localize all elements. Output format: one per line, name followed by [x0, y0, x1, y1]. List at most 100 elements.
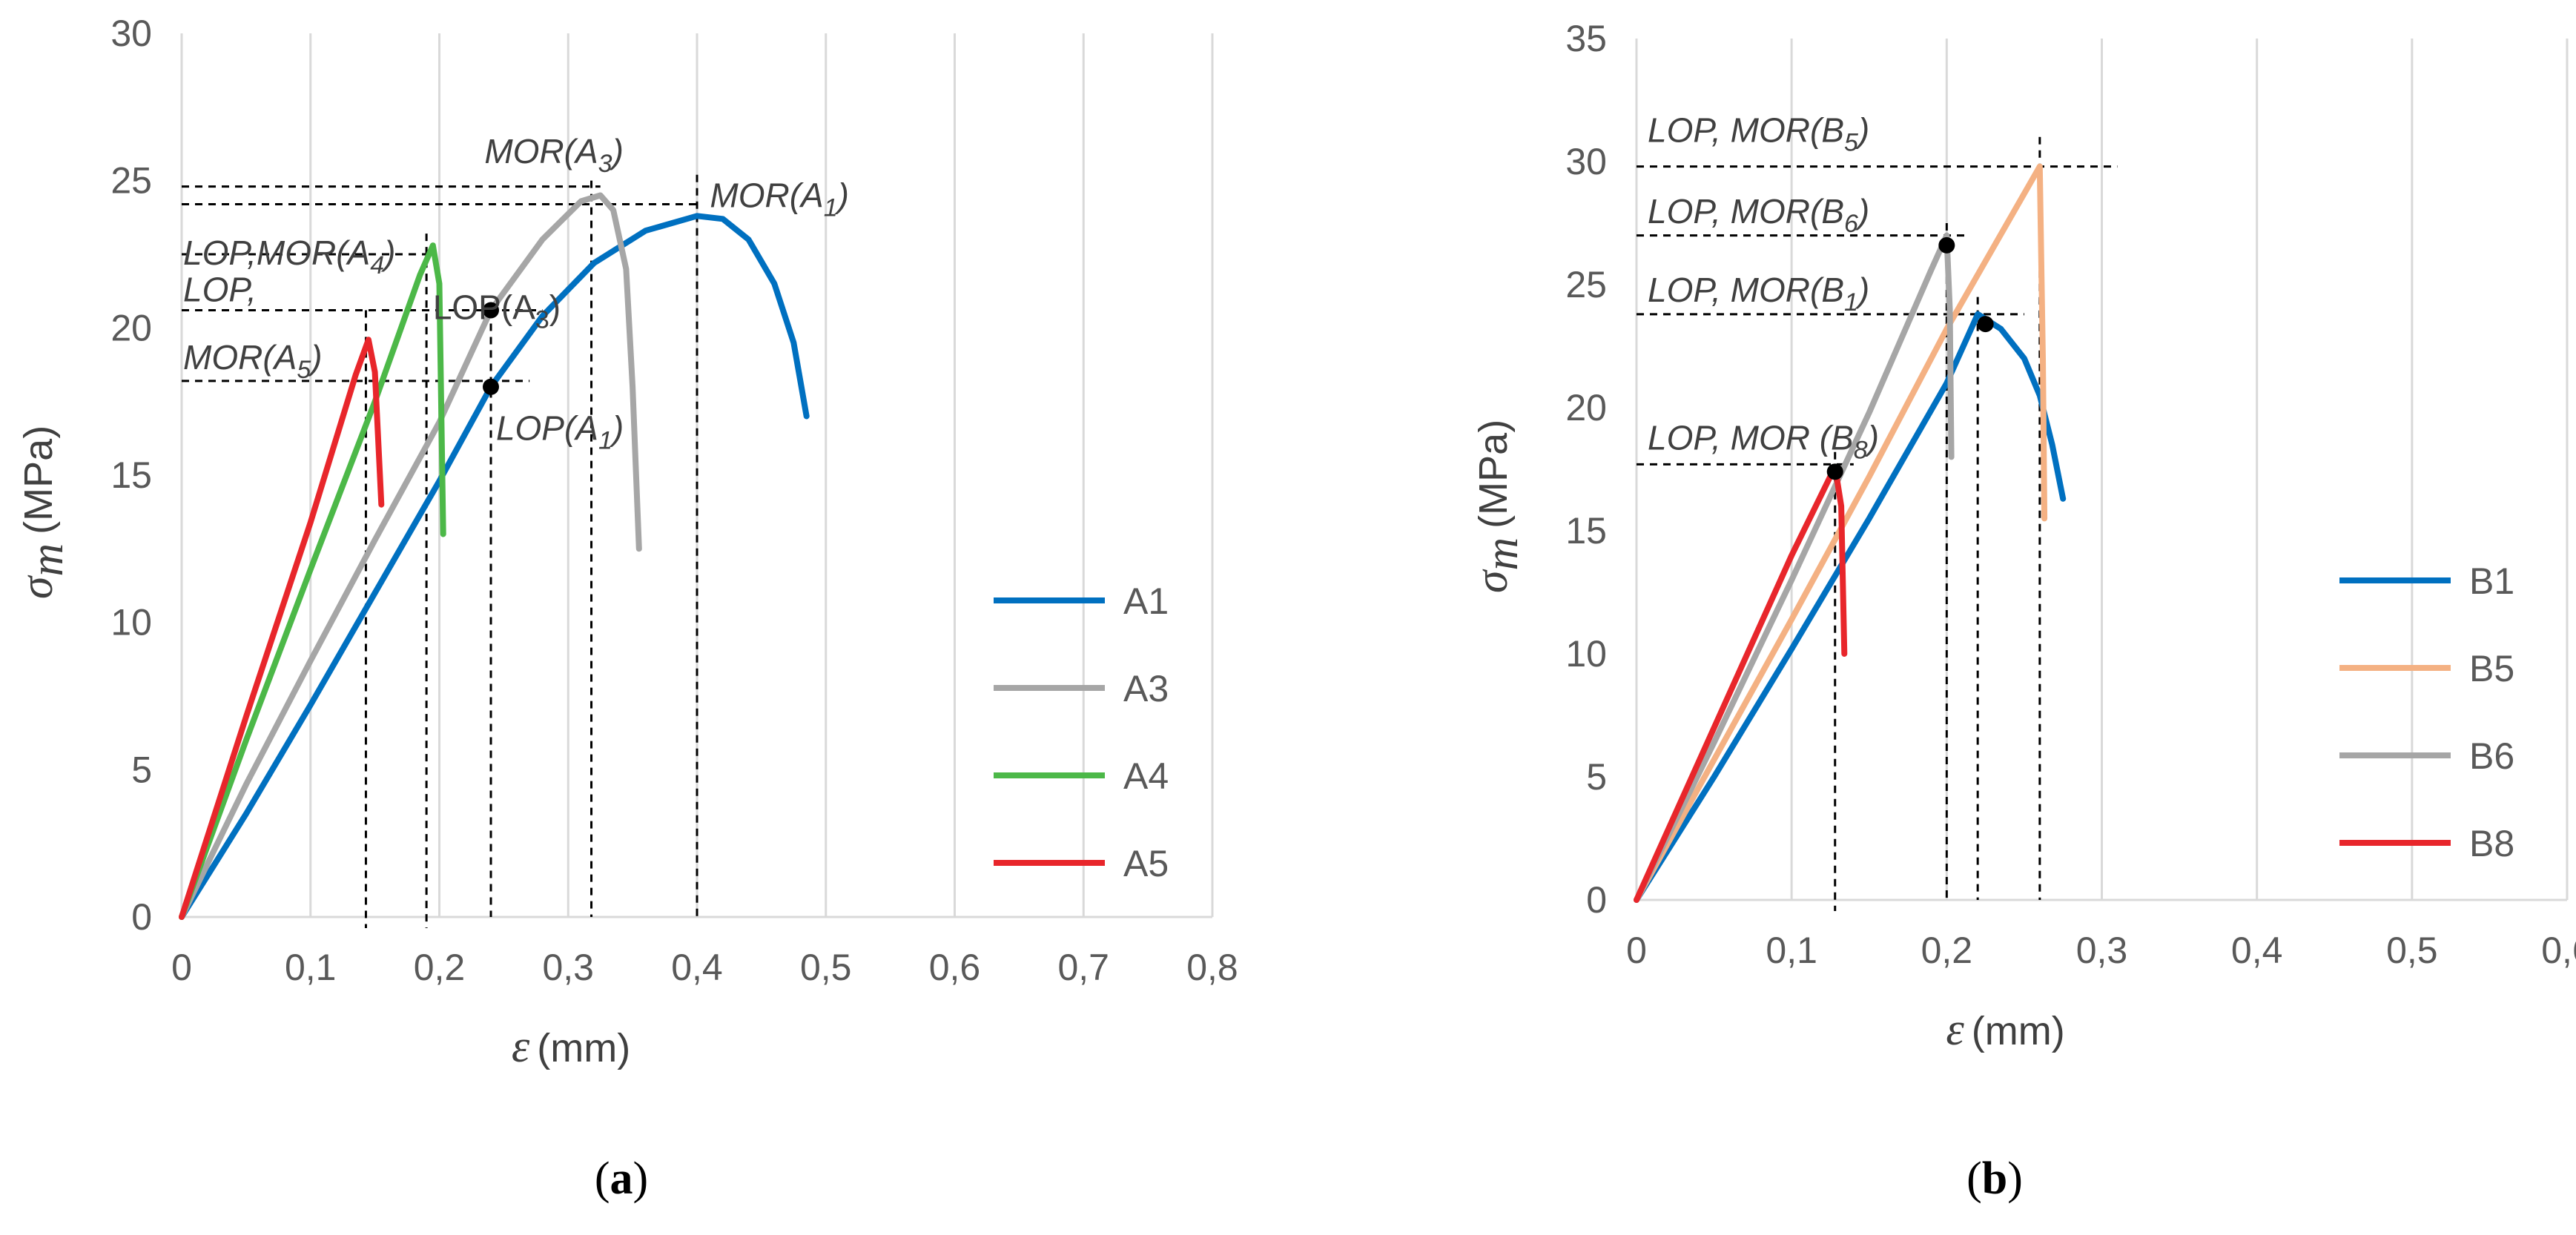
annotation-lop-a3-tail: ): [549, 288, 561, 326]
y-tick-label: 5: [131, 749, 152, 790]
legend-label-a5: A5: [1123, 843, 1169, 884]
y-tick-label: 20: [1565, 387, 1607, 428]
y-tick-label: 10: [1565, 633, 1607, 675]
series-line-a1: [179, 213, 810, 920]
annotation-lop-a3: LOP(A3): [433, 288, 561, 334]
data-point-marker: [1826, 463, 1843, 480]
legend-label-b1: B1: [2469, 560, 2514, 602]
annotation-mor-a5: MOR(A5): [183, 338, 323, 384]
x-tick-label: 0,3: [542, 947, 594, 988]
annotation-lop-mor-b6-main: LOP, MOR(B: [1648, 192, 1844, 231]
annotation-lop-a1-main: LOP(A: [496, 408, 598, 447]
y-tick-label: 25: [110, 160, 152, 202]
annotation-mor-a1-sub: 1: [824, 193, 838, 222]
x-tick-label: 0,8: [1186, 947, 1238, 988]
x-tick-label: 0,3: [2076, 930, 2128, 971]
x-tick-label: 0,1: [285, 947, 337, 988]
annotation-lop-mor-a4-tail: ): [380, 234, 395, 272]
x-tick-label: 0,4: [671, 947, 723, 988]
x-axis-title: ε (mm): [512, 1022, 630, 1072]
annotation-mor-a5-main: MOR(A: [183, 338, 297, 377]
y-tick-label: 30: [110, 13, 152, 54]
x-axis-unit: (mm): [537, 1026, 630, 1070]
legend-label-b8: B8: [2469, 823, 2514, 864]
y-tick-label: 0: [1586, 879, 1607, 921]
x-axis-unit: (mm): [1972, 1009, 2065, 1053]
x-axis-symbol: ε: [512, 1022, 530, 1072]
annotation-lop-mor-a4-sub: 4: [370, 251, 384, 279]
legend-label-b6: B6: [2469, 735, 2514, 777]
annotation-lop-main: LOP,: [183, 271, 257, 309]
series-line-a4: [179, 242, 446, 920]
y-tick-label: 15: [1565, 510, 1607, 552]
legend-label-a4: A4: [1123, 755, 1169, 797]
y-axis-title: σm (MPa): [1467, 420, 1528, 593]
caption-letter: a: [610, 1153, 633, 1204]
data-point-marker: [483, 302, 499, 319]
y-tick-label: 20: [110, 307, 152, 348]
annotation-lop-mor-b1-main: LOP, MOR(B: [1648, 271, 1844, 309]
x-tick-label: 0,6: [2541, 930, 2576, 971]
caption-open: (: [1966, 1153, 1982, 1204]
x-tick-label: 0: [171, 947, 192, 988]
annotation-lop-mor-b1-sub: 1: [1844, 288, 1858, 317]
caption-close: ): [2007, 1153, 2023, 1204]
chart-b: 00,10,20,30,40,50,605101520253035ε(mm)σm…: [1467, 18, 2576, 1204]
annotation-lop-mor-b5: LOP, MOR(B5): [1648, 110, 1869, 156]
y-axis-symbol-sub: m: [22, 543, 73, 577]
annotation-lop-mor-b8-tail: ): [1864, 418, 1879, 457]
annotation-lop-mor-b5-sub: 5: [1844, 128, 1858, 156]
series-line-b6: [1634, 232, 1955, 903]
annotation-mor-a3-main: MOR(A: [484, 132, 598, 170]
caption-letter: b: [1982, 1153, 2007, 1204]
series-line-a5: [179, 337, 385, 920]
annotation-lop-a3-main: LOP(A: [433, 288, 535, 326]
y-axis-symbol: σ: [12, 575, 62, 599]
y-tick-label: 25: [1565, 264, 1607, 305]
annotation-lop-mor-b8-sub: 8: [1854, 436, 1868, 464]
annotation-lop-mor-b6: LOP, MOR(B6): [1648, 192, 1869, 238]
data-point-marker: [1977, 316, 1994, 333]
chart-caption: (b): [1966, 1153, 2023, 1204]
x-tick-label: 0,2: [1921, 930, 1973, 971]
legend-label-b5: B5: [2469, 648, 2514, 689]
y-tick-label: 0: [131, 896, 152, 938]
annotation-lop-mor-b8: LOP, MOR (B8): [1648, 418, 1879, 464]
x-tick-label: 0,7: [1057, 947, 1109, 988]
y-tick-label: 5: [1586, 756, 1607, 798]
y-axis-unit: (MPa): [16, 426, 61, 534]
annotation-mor-a3-tail: ): [609, 132, 624, 170]
y-axis-title: σm (MPa): [12, 426, 73, 599]
data-point-marker: [1938, 236, 1955, 254]
y-tick-label: 10: [110, 602, 152, 643]
annotation-lop-mor-b5-tail: ): [1855, 110, 1869, 149]
annotation-mor-a1-main: MOR(A: [710, 176, 823, 214]
x-tick-label: 0,6: [929, 947, 981, 988]
annotation-lop-mor-a4: LOP,MOR(A4): [183, 234, 395, 279]
annotation-lop-a1-sub: 1: [598, 426, 612, 454]
annotation-mor-a1: MOR(A1): [710, 176, 849, 222]
x-tick-label: 0,1: [1766, 930, 1817, 971]
y-axis-unit: (MPa): [1471, 420, 1516, 529]
y-tick-label: 30: [1565, 141, 1607, 182]
legend-label-a1: A1: [1123, 580, 1169, 622]
x-tick-label: 0,2: [414, 947, 466, 988]
annotation-mor-a1-tail: ): [834, 176, 849, 214]
annotation-lop-a1-tail: ): [609, 408, 624, 447]
annotation-lop-a1: LOP(A1): [496, 408, 624, 454]
chart-caption: (a): [595, 1153, 648, 1204]
series-line-b5: [1634, 163, 2048, 903]
annotation-mor-a3-sub: 3: [598, 150, 612, 178]
x-tick-label: 0,4: [2231, 930, 2283, 971]
y-axis-symbol-sub: m: [1477, 537, 1528, 571]
caption-close: ): [633, 1153, 649, 1204]
x-tick-label: 0,5: [2386, 930, 2438, 971]
x-tick-label: 0,5: [800, 947, 852, 988]
data-point-marker: [483, 378, 499, 395]
annotation-mor-a5-tail: ): [307, 338, 322, 377]
annotation-mor-a5-sub: 5: [297, 356, 311, 384]
y-tick-label: 35: [1565, 18, 1607, 59]
legend-label-a3: A3: [1123, 668, 1169, 709]
